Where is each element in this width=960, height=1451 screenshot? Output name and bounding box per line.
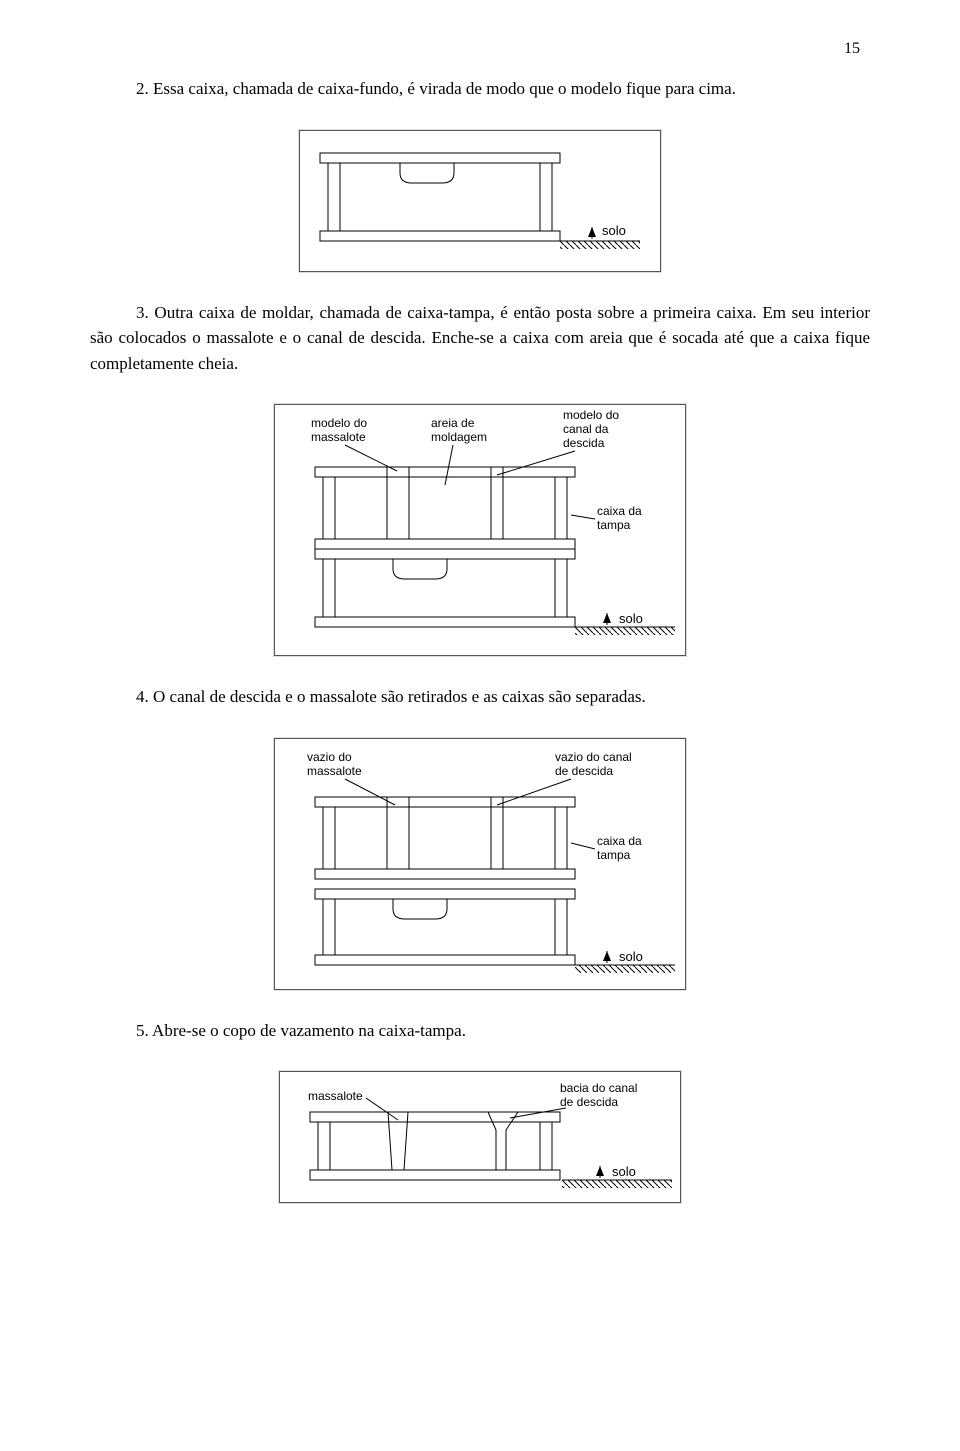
paragraph-step3: 3. Outra caixa de moldar, chamada de cai… <box>90 300 870 377</box>
paragraph-step2: 2. Essa caixa, chamada de caixa-fundo, é… <box>90 76 870 102</box>
figure-step4: vazio do massalote vazio do canal de des… <box>90 738 870 990</box>
label-vazio-massalote-2: massalote <box>307 764 362 778</box>
label-caixa-tampa-2: tampa <box>597 518 631 532</box>
page-number: 15 <box>90 40 870 58</box>
figure-step5: massalote bacia do canal de descida sol <box>90 1071 870 1203</box>
label-modelo-canal-3: descida <box>563 436 605 450</box>
label-areia-2: moldagem <box>431 430 487 444</box>
paragraph-step4: 4. O canal de descida e o massalote são … <box>90 684 870 710</box>
label-solo-2: solo <box>619 611 643 626</box>
label-solo-3: solo <box>619 949 643 964</box>
label-areia-1: areia de <box>431 416 475 430</box>
label-modelo-canal-2: canal da <box>563 422 609 436</box>
label-caixa-tampa-1: caixa da <box>597 504 642 518</box>
paragraph-step5: 5. Abre-se o copo de vazamento na caixa-… <box>90 1018 870 1044</box>
label-bacia-2: de descida <box>560 1095 618 1109</box>
figure-step2: solo <box>90 130 870 272</box>
label-caixa-tampa-3: caixa da <box>597 834 642 848</box>
label-modelo-massalote-2: massalote <box>311 430 366 444</box>
label-vazio-massalote-1: vazio do <box>307 750 352 764</box>
label-modelo-massalote-1: modelo do <box>311 416 367 430</box>
label-vazio-canal-2: de descida <box>555 764 613 778</box>
label-bacia-1: bacia do canal <box>560 1081 637 1095</box>
figure-step3: modelo do massalote areia de moldagem mo… <box>90 404 870 656</box>
label-massalote: massalote <box>308 1089 363 1103</box>
label-solo-1: solo <box>602 223 626 238</box>
label-modelo-canal-1: modelo do <box>563 408 619 422</box>
label-solo-4: solo <box>612 1164 636 1179</box>
label-caixa-tampa-4: tampa <box>597 848 631 862</box>
label-vazio-canal-1: vazio do canal <box>555 750 632 764</box>
